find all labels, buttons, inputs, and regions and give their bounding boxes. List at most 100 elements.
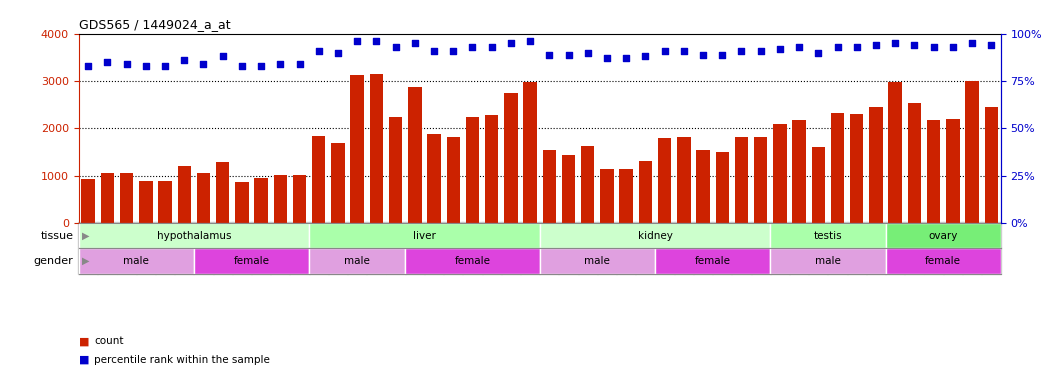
- Bar: [946, 119, 960, 223]
- Bar: [619, 169, 633, 223]
- Point: [387, 44, 403, 50]
- Bar: [581, 146, 594, 223]
- Point: [887, 40, 903, 46]
- Bar: [79, 223, 309, 249]
- Text: count: count: [94, 336, 124, 346]
- Point: [234, 63, 250, 69]
- Bar: [465, 117, 479, 223]
- Bar: [309, 249, 406, 274]
- Text: ■: ■: [79, 355, 89, 365]
- Bar: [716, 152, 729, 223]
- Text: male: male: [585, 256, 610, 266]
- Point: [733, 48, 749, 54]
- Bar: [770, 249, 886, 274]
- Bar: [197, 173, 211, 223]
- Point: [407, 40, 423, 46]
- Point: [214, 54, 231, 60]
- Bar: [696, 150, 709, 223]
- Bar: [677, 136, 691, 223]
- Bar: [735, 137, 748, 223]
- Point: [368, 38, 385, 44]
- Point: [522, 38, 539, 44]
- Bar: [101, 173, 114, 223]
- Point: [137, 63, 154, 69]
- Point: [291, 61, 308, 67]
- Point: [118, 61, 135, 67]
- Bar: [82, 179, 95, 223]
- Bar: [309, 223, 540, 249]
- Point: [253, 63, 269, 69]
- Text: ■: ■: [79, 336, 89, 346]
- Bar: [540, 223, 770, 249]
- Point: [349, 38, 366, 44]
- Bar: [601, 169, 614, 223]
- Point: [425, 48, 442, 54]
- Bar: [177, 166, 191, 223]
- Text: ▶: ▶: [82, 231, 89, 241]
- Point: [868, 42, 885, 48]
- Text: percentile rank within the sample: percentile rank within the sample: [94, 355, 270, 365]
- Text: female: female: [695, 256, 730, 266]
- Text: gender: gender: [34, 256, 73, 266]
- Bar: [638, 161, 652, 223]
- Bar: [886, 223, 1001, 249]
- Text: GDS565 / 1449024_a_at: GDS565 / 1449024_a_at: [79, 18, 231, 31]
- Text: female: female: [234, 256, 269, 266]
- Point: [502, 40, 519, 46]
- Point: [464, 44, 481, 50]
- Point: [483, 44, 500, 50]
- Bar: [886, 249, 1001, 274]
- Point: [99, 59, 115, 65]
- Point: [329, 50, 346, 56]
- Point: [580, 50, 596, 56]
- Point: [656, 48, 673, 54]
- Bar: [389, 117, 402, 223]
- Bar: [658, 138, 672, 223]
- Bar: [79, 249, 194, 274]
- Bar: [504, 93, 518, 223]
- Text: tissue: tissue: [41, 231, 73, 241]
- Bar: [235, 182, 248, 223]
- Bar: [754, 136, 767, 223]
- Point: [195, 61, 212, 67]
- Bar: [119, 173, 133, 223]
- Bar: [770, 223, 886, 249]
- Text: male: male: [815, 256, 840, 266]
- Point: [790, 44, 807, 50]
- Bar: [543, 150, 556, 223]
- Point: [964, 40, 981, 46]
- Bar: [984, 107, 998, 223]
- Point: [771, 46, 788, 52]
- Bar: [428, 134, 441, 223]
- Bar: [139, 181, 153, 223]
- Bar: [811, 147, 825, 223]
- Bar: [850, 114, 864, 223]
- Text: ▶: ▶: [82, 256, 89, 266]
- Bar: [523, 82, 537, 223]
- Text: male: male: [124, 256, 149, 266]
- Point: [598, 56, 615, 62]
- Bar: [773, 124, 787, 223]
- Bar: [255, 178, 268, 223]
- Point: [810, 50, 827, 56]
- Bar: [965, 81, 979, 223]
- Bar: [446, 138, 460, 223]
- Point: [157, 63, 174, 69]
- Point: [695, 52, 712, 58]
- Bar: [312, 136, 326, 223]
- Bar: [216, 162, 230, 223]
- Bar: [350, 75, 364, 223]
- Text: female: female: [455, 256, 490, 266]
- Bar: [562, 154, 575, 223]
- Text: liver: liver: [413, 231, 436, 241]
- Text: hypothalamus: hypothalamus: [156, 231, 232, 241]
- Bar: [792, 120, 806, 223]
- Point: [541, 52, 558, 58]
- Bar: [408, 87, 421, 223]
- Bar: [331, 143, 345, 223]
- Text: male: male: [344, 256, 370, 266]
- Point: [271, 61, 288, 67]
- Bar: [540, 249, 655, 274]
- Bar: [655, 249, 770, 274]
- Point: [944, 44, 961, 50]
